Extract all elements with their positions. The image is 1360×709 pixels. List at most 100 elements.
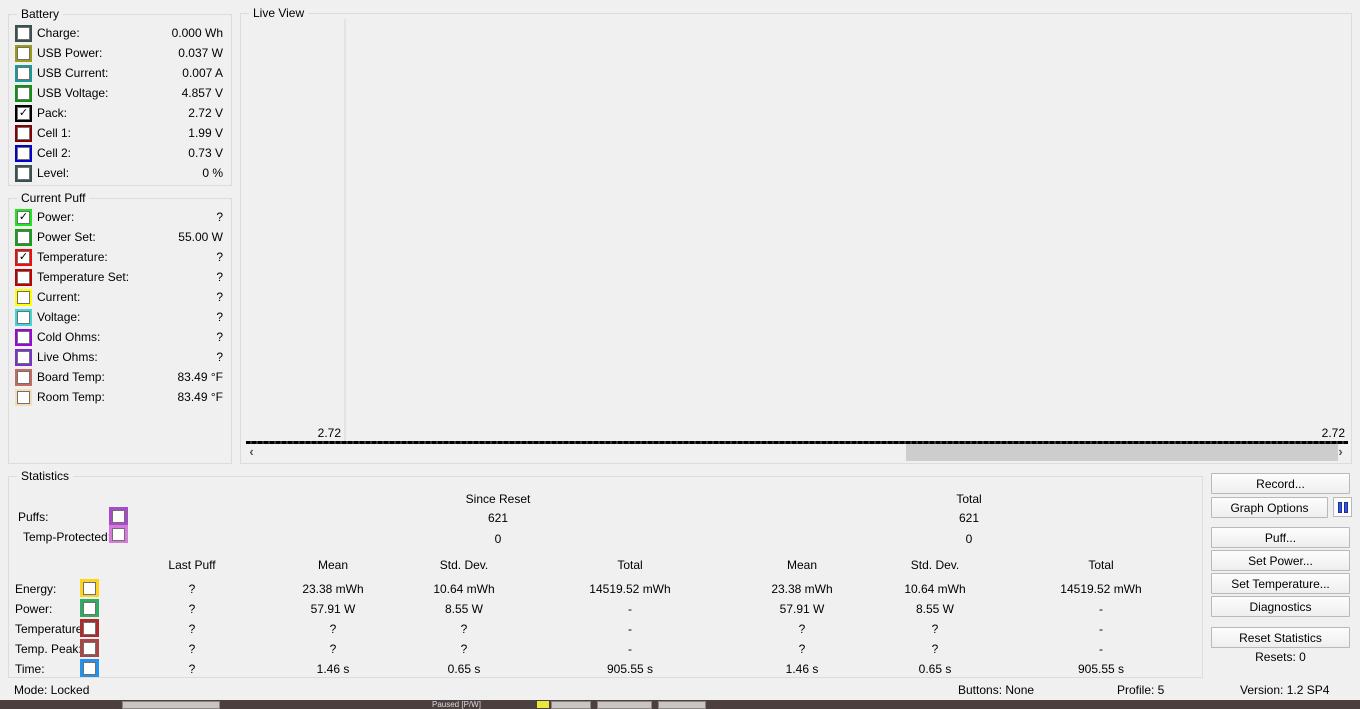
cell-last-puff: ? [188, 622, 196, 636]
chart-horizontal-scrollbar[interactable]: ‹ › [243, 444, 1349, 461]
temp-peak-color-checkbox[interactable] [80, 639, 99, 657]
energy-color-checkbox[interactable] [80, 579, 99, 597]
scroll-right-icon[interactable]: › [1338, 444, 1343, 459]
cell-t-total: 14519.52 mWh [1060, 582, 1142, 596]
statistics-panel: Statistics Since Reset Total Puffs: Temp… [8, 469, 1203, 678]
cold-ohms-series-checkbox[interactable] [15, 328, 32, 346]
checkbox-box [83, 621, 96, 635]
series-label: Level: [37, 166, 70, 180]
battery-row-level: Level: 0 % [15, 163, 223, 183]
scroll-left-icon[interactable]: ‹ [249, 444, 254, 459]
series-label: Live Ohms: [37, 350, 98, 364]
series-value: 83.49 °F [177, 390, 224, 404]
pause-icon [1343, 501, 1348, 513]
trace-value-label-right: 2.72 [1321, 426, 1345, 440]
usb-power-series-checkbox[interactable] [15, 44, 32, 62]
pack-series-checkbox[interactable]: ✓ [15, 104, 32, 122]
taskbar-highlight-item[interactable] [537, 701, 549, 708]
col-header-std-t: Std. Dev. [910, 558, 960, 572]
temperature-color-checkbox[interactable] [80, 619, 99, 637]
set-temperature-button[interactable]: Set Temperature... [1211, 573, 1350, 594]
cell2-series-checkbox[interactable] [15, 144, 32, 162]
checkbox-box [17, 330, 30, 344]
puff-button[interactable]: Puff... [1211, 527, 1350, 548]
puff-row-board-temp: Board Temp: 83.49 °F [15, 367, 223, 387]
col-header-total-sr: Total [617, 558, 643, 572]
checkbox-box: ✓ [17, 106, 30, 120]
cell-sr-total: 905.55 s [606, 662, 654, 676]
puff-row-temperature-set: Temperature Set: ? [15, 267, 223, 287]
battery-row-usb-current: USB Current: 0.007 A [15, 63, 223, 83]
charge-series-checkbox[interactable] [15, 24, 32, 42]
series-value: 0.000 Wh [171, 26, 223, 40]
battery-row-usb-voltage: USB Voltage: 4.857 V [15, 83, 223, 103]
temperature-series-checkbox[interactable]: ✓ [15, 248, 32, 266]
cell-sr-mean: ? [329, 622, 337, 636]
pause-icon [1337, 501, 1342, 513]
checkbox-box [83, 601, 96, 615]
graph-options-button[interactable]: Graph Options [1211, 497, 1328, 518]
temp-protected-since-reset-value: 0 [494, 532, 502, 546]
reset-statistics-button[interactable]: Reset Statistics [1211, 627, 1350, 648]
level-series-checkbox[interactable] [15, 164, 32, 182]
room-temp-series-checkbox[interactable] [15, 388, 32, 406]
cell-t-mean: 57.91 W [779, 602, 825, 616]
puff-row-current: Current: ? [15, 287, 223, 307]
taskbar-item[interactable] [122, 701, 220, 709]
cell-t-total: 905.55 s [1077, 662, 1125, 676]
record-button[interactable]: Record... [1211, 473, 1350, 494]
cell-t-std: 0.65 s [918, 662, 952, 676]
temp-protected-color-checkbox[interactable] [109, 525, 128, 543]
taskbar-item[interactable] [658, 701, 706, 709]
board-temp-series-checkbox[interactable] [15, 368, 32, 386]
puffs-label: Puffs: [18, 510, 49, 524]
row-label: Energy: [15, 582, 57, 596]
series-value: 4.857 V [181, 86, 223, 100]
time-color-checkbox[interactable] [80, 659, 99, 677]
cell-t-std: 10.64 mWh [904, 582, 966, 596]
diagnostics-button[interactable]: Diagnostics [1211, 596, 1350, 617]
scrollbar-thumb[interactable] [906, 444, 1338, 461]
cell-t-std: 8.55 W [915, 602, 955, 616]
checkbox-box [112, 509, 125, 523]
col-header-total-t: Total [1088, 558, 1114, 572]
puff-row-voltage: Voltage: ? [15, 307, 223, 327]
battery-row-usb-power: USB Power: 0.037 W [15, 43, 223, 63]
checkbox-box [17, 86, 30, 100]
taskbar-item[interactable] [597, 701, 652, 709]
usb-voltage-series-checkbox[interactable] [15, 84, 32, 102]
pause-button[interactable] [1333, 497, 1352, 517]
voltage-series-checkbox[interactable] [15, 308, 32, 326]
temperature-set-series-checkbox[interactable] [15, 268, 32, 286]
cell-sr-total: - [628, 602, 632, 616]
status-buttons: Buttons: None [958, 683, 1035, 697]
taskbar-item[interactable] [551, 701, 591, 709]
puff-row-cold-ohms: Cold Ohms: ? [15, 327, 223, 347]
series-label: Room Temp: [37, 390, 105, 404]
power-set-series-checkbox[interactable] [15, 228, 32, 246]
cell-sr-std: ? [460, 642, 468, 656]
cell-sr-mean: 23.38 mWh [302, 582, 364, 596]
live-ohms-series-checkbox[interactable] [15, 348, 32, 366]
series-value: ? [216, 350, 223, 364]
checkbox-box [17, 46, 30, 60]
checkbox-box [83, 581, 96, 595]
col-header-mean-t: Mean [786, 558, 818, 572]
power-color-checkbox[interactable] [80, 599, 99, 617]
current-series-checkbox[interactable] [15, 288, 32, 306]
series-label: Power Set: [37, 230, 96, 244]
checkbox-box [17, 290, 30, 304]
cell1-series-checkbox[interactable] [15, 124, 32, 142]
power-series-checkbox[interactable]: ✓ [15, 208, 32, 226]
checkbox-box [112, 527, 125, 541]
series-value: ? [216, 250, 223, 264]
checkbox-box [83, 661, 96, 675]
usb-current-series-checkbox[interactable] [15, 64, 32, 82]
series-label: Temperature: [37, 250, 108, 264]
battery-panel-title: Battery [17, 7, 64, 21]
series-value: ? [216, 310, 223, 324]
col-header-last-puff: Last Puff [168, 558, 216, 572]
puffs-color-checkbox[interactable] [109, 507, 128, 525]
series-label: Power: [37, 210, 75, 224]
set-power-button[interactable]: Set Power... [1211, 550, 1350, 571]
